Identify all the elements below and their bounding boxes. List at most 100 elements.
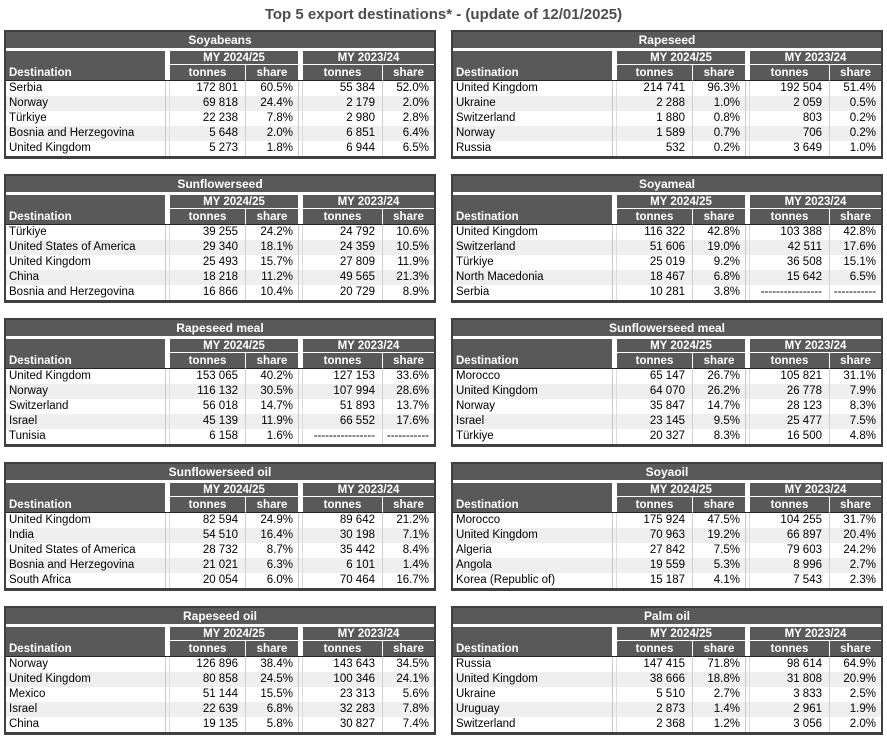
- share-current-cell: 24.4%: [245, 96, 298, 111]
- column-separator: [298, 339, 303, 353]
- year-group-current: MY 2024/25: [617, 195, 745, 209]
- destination-cell: Serbia: [453, 285, 612, 300]
- column-separator: [298, 497, 303, 513]
- tonnes-previous-cell: 66 552: [303, 414, 382, 429]
- export-table: Soyameal MY 2024/25 MY 2023/24 Destinati…: [451, 174, 883, 303]
- table-title: Sunflowerseed: [6, 176, 434, 192]
- share-previous-cell: 0.2%: [829, 111, 881, 126]
- column-separator: [612, 558, 617, 573]
- column-separator: [298, 641, 303, 657]
- share-previous-cell: 6.5%: [829, 270, 881, 285]
- column-separator: [612, 339, 617, 353]
- tonnes-previous-cell: 7 543: [750, 573, 829, 588]
- tonnes-current-cell: 22 238: [170, 111, 245, 126]
- share-previous-cell: 7.8%: [382, 702, 434, 717]
- tonnes-previous-cell: 24 359: [303, 240, 382, 255]
- tonnes-previous-cell: 100 346: [303, 672, 382, 687]
- column-separator: [745, 573, 750, 588]
- column-separator: [298, 255, 303, 270]
- destination-cell: Bosnia and Herzegovina: [6, 126, 165, 141]
- column-separator: [612, 141, 617, 156]
- share-current-cell: 42.8%: [692, 225, 745, 240]
- tonnes-previous-cell: 42 511: [750, 240, 829, 255]
- column-separator: [612, 225, 617, 240]
- tonnes-column-header: tonnes: [750, 497, 829, 513]
- year-group-previous: MY 2023/24: [750, 339, 881, 353]
- tonnes-current-cell: 23 145: [617, 414, 692, 429]
- tonnes-current-cell: 532: [617, 141, 692, 156]
- tonnes-current-cell: 20 054: [170, 573, 245, 588]
- column-separator: [165, 209, 170, 225]
- column-separator: [165, 51, 170, 65]
- share-previous-cell: 28.6%: [382, 384, 434, 399]
- export-table: Rapeseed oil MY 2024/25 MY 2023/24 Desti…: [4, 606, 436, 735]
- export-table: Rapeseed MY 2024/25 MY 2023/24 Destinati…: [451, 30, 883, 159]
- column-separator: [745, 528, 750, 543]
- column-separator: [298, 141, 303, 156]
- share-previous-cell: 8.9%: [382, 285, 434, 300]
- table-title: Soyameal: [453, 176, 881, 192]
- destination-cell: Serbia: [6, 81, 165, 96]
- tonnes-previous-cell: 27 809: [303, 255, 382, 270]
- column-separator: [298, 126, 303, 141]
- share-current-cell: 9.5%: [692, 414, 745, 429]
- destination-cell: Norway: [6, 384, 165, 399]
- column-separator: [745, 543, 750, 558]
- column-separator: [165, 657, 170, 672]
- tonnes-previous-cell: 23 313: [303, 687, 382, 702]
- tonnes-current-cell: 51 144: [170, 687, 245, 702]
- tonnes-previous-cell: 26 778: [750, 384, 829, 399]
- column-separator: [165, 528, 170, 543]
- destination-cell: Israel: [6, 702, 165, 717]
- tonnes-column-header: tonnes: [750, 353, 829, 369]
- destination-cell: United Kingdom: [453, 672, 612, 687]
- column-separator: [612, 65, 617, 81]
- destination-cell: Mexico: [6, 687, 165, 702]
- share-current-cell: 14.7%: [692, 399, 745, 414]
- year-group-current: MY 2024/25: [170, 339, 298, 353]
- tonnes-current-cell: 29 340: [170, 240, 245, 255]
- page-title: Top 5 export destinations* - (update of …: [264, 6, 623, 23]
- destination-cell: United Kingdom: [6, 255, 165, 270]
- tonnes-previous-cell: 127 153: [303, 369, 382, 384]
- column-separator: [165, 141, 170, 156]
- destination-cell: United States of America: [6, 543, 165, 558]
- column-separator: [165, 399, 170, 414]
- column-separator: [612, 353, 617, 369]
- destination-cell: Switzerland: [453, 240, 612, 255]
- column-separator: [612, 641, 617, 657]
- column-separator: [612, 384, 617, 399]
- share-column-header: share: [829, 65, 881, 81]
- share-previous-cell: 31.7%: [829, 513, 881, 528]
- column-separator: [612, 543, 617, 558]
- column-separator: [612, 513, 617, 528]
- tonnes-previous-cell: 803: [750, 111, 829, 126]
- tonnes-current-cell: 82 594: [170, 513, 245, 528]
- column-separator: [745, 339, 750, 353]
- tonnes-current-cell: 80 858: [170, 672, 245, 687]
- tonnes-current-cell: 56 018: [170, 399, 245, 414]
- year-group-current: MY 2024/25: [170, 627, 298, 641]
- column-separator: [745, 126, 750, 141]
- tonnes-current-cell: 69 818: [170, 96, 245, 111]
- tonnes-current-cell: 54 510: [170, 528, 245, 543]
- tonnes-current-cell: 1 880: [617, 111, 692, 126]
- column-separator: [298, 687, 303, 702]
- destination-header-spacer: [6, 627, 165, 641]
- share-current-cell: 8.7%: [245, 543, 298, 558]
- share-current-cell: 24.9%: [245, 513, 298, 528]
- destination-column-header: Destination: [453, 65, 612, 81]
- column-separator: [298, 51, 303, 65]
- column-separator: [745, 65, 750, 81]
- tonnes-current-cell: 2 368: [617, 717, 692, 732]
- destination-cell: Türkiye: [6, 225, 165, 240]
- year-group-previous: MY 2023/24: [750, 627, 881, 641]
- tonnes-current-cell: 6 158: [170, 429, 245, 444]
- share-current-cell: 0.2%: [692, 141, 745, 156]
- destination-cell: China: [6, 270, 165, 285]
- share-previous-cell: 17.6%: [382, 414, 434, 429]
- year-group-current: MY 2024/25: [170, 483, 298, 497]
- destination-cell: United Kingdom: [453, 528, 612, 543]
- header-gap: [6, 624, 434, 627]
- destination-cell: Ukraine: [453, 96, 612, 111]
